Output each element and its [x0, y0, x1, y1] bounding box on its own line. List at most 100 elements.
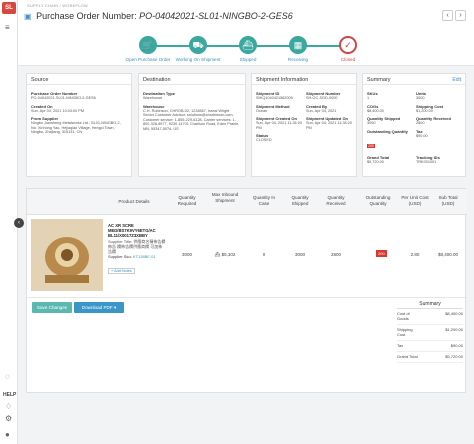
grand-total-label: Grand Total — [367, 154, 390, 160]
dest-type-label: Destination Type — [143, 91, 175, 96]
check-icon: ✓ — [339, 36, 357, 54]
help-label[interactable]: HELP — [3, 392, 17, 398]
qty-shipped-value: 3000 — [367, 121, 376, 125]
totals-summary: Summary Cost of Goods $8,400.00 Shipping … — [397, 299, 463, 363]
grand-total-value: $9,720.00 — [367, 159, 384, 164]
product-name: AC XR SCRE MED/BS7K9VY6ETG/AC BL11/X0017… — [108, 223, 156, 238]
line-items-table: Product Details Quantity Required Max In… — [26, 188, 467, 393]
warehouse-label: Warehouse — [143, 103, 165, 109]
totals-label: Grand Total — [397, 354, 418, 359]
shipment-method-label: Shipment Method — [256, 103, 290, 109]
supplier-sku-link[interactable]: KT138BF-01 — [132, 254, 156, 259]
cogs-label: COGs — [367, 103, 379, 109]
supplier-title: Supplier Title: 供應商名稱佈告欄佈告 欄佈告欄供應商欄 可加佈告… — [108, 239, 166, 254]
destination-card: Destination Destination Type Warehouse W… — [138, 73, 246, 177]
supplier-label: From Supplier — [31, 116, 59, 121]
next-record-button[interactable]: › — [455, 10, 466, 21]
prev-record-button[interactable]: ‹ — [442, 10, 453, 21]
totals-value: $9,720.00 — [445, 354, 463, 359]
app-logo[interactable]: SL — [2, 2, 16, 14]
step-receiving[interactable]: ▦ Receiving — [268, 36, 328, 62]
title-prefix: Purchase Order Number: — [36, 11, 137, 21]
cell-shipped: 3000 — [294, 252, 305, 257]
product-details: AC XR SCRE MED/BS7K9VY6ETG/AC BL11/X0017… — [108, 223, 166, 277]
shipment-card: Shipment Information Shipment ID SHIQ1040… — [251, 73, 357, 177]
qty-shipped-label: Quantity Shipped — [367, 116, 401, 121]
shipment-updated-label: Shipment Updated On — [306, 116, 348, 121]
shipment-method-value: Ocean — [256, 108, 268, 113]
shipment-id-label: Shipment ID — [256, 91, 280, 96]
totals-label: Cost of Goods — [397, 311, 410, 321]
edit-summary-link[interactable]: Edit — [452, 77, 461, 83]
shipment-number-label: Shipment Number — [306, 91, 341, 96]
shipment-updated-value: Sun, Apr 04, 2021 11:34:20 PM — [306, 121, 352, 130]
add-notes-button[interactable]: + Add Notes — [108, 268, 135, 274]
po-value: PO-04042021-SL01-NINGBO-2-GES6 — [31, 96, 96, 100]
product-image[interactable] — [31, 219, 103, 291]
status-stepper: 🛒 Open Purchase Order ⛟ Working On Shipm… — [118, 36, 378, 66]
totals-row: Tax $90.00 — [397, 341, 463, 352]
ship-icon: ⛴ — [239, 36, 257, 54]
totals-value: $90.00 — [450, 343, 463, 348]
totals-row: Grand Total $9,720.00 — [397, 352, 463, 363]
shipment-heading: Shipment Information — [252, 74, 356, 85]
step-open-po[interactable]: 🛒 Open Purchase Order — [118, 36, 178, 62]
col-unit-cost: Per Unit Cost (USD) — [401, 195, 429, 206]
step-shipped[interactable]: ⛴ Shipped — [218, 36, 278, 62]
cell-unit-cost: 2.80 — [410, 252, 420, 257]
box-icon: ▦ — [289, 36, 307, 54]
cell-max-inbound-value: $5,102 — [221, 252, 236, 257]
action-bar: Save Changes Download PDF ▾ — [27, 297, 467, 315]
settings-icon[interactable]: ⚙ — [5, 414, 13, 423]
col-subtotal: Sub Total (USD) — [438, 195, 458, 206]
user-icon[interactable]: ● — [5, 430, 10, 439]
shipment-number-value: SH-OC-SGD-0000 — [306, 96, 338, 100]
col-shipped: Quantity Shipped — [291, 195, 309, 206]
destination-heading: Destination — [139, 74, 245, 85]
step-closed[interactable]: ✓ Closed — [318, 36, 378, 62]
chat-icon[interactable]: ◌ — [5, 372, 10, 381]
po-number: PO-04042021-SL01-NINGBO-2-GES6 — [139, 11, 293, 21]
qty-received-label: Quantity Received — [416, 116, 451, 121]
menu-icon[interactable]: ≡ — [5, 23, 10, 32]
page-header: SUPPLY CHAIN / WORKFLOW ▣ Purchase Order… — [18, 0, 474, 66]
shipment-created-value: Sun, Apr 04, 2021 11:34:20 PM — [256, 121, 302, 130]
cogs-value: $8,400.00 — [367, 108, 384, 113]
totals-value: $8,400.00 — [445, 311, 463, 316]
outstanding-badge: 200 — [376, 250, 387, 257]
created-label: Created On — [31, 103, 53, 109]
step-working[interactable]: ⛟ Working On Shipment — [168, 36, 228, 62]
col-in-case: Quantity In Case — [252, 195, 276, 206]
shipping-cost-value: $1,200.00 — [416, 108, 433, 113]
product-photo — [31, 219, 103, 291]
step-label: Closed — [340, 57, 356, 62]
shipping-cost-label: Shipping Cost — [416, 103, 444, 109]
created-by-label: Created By — [306, 103, 328, 109]
summary-heading: Summary — [363, 74, 465, 85]
warehouse-value: C.H. Robinson, CHROB-02, 1234567, Isreal… — [143, 108, 240, 131]
cart-icon: 🛒 — [139, 36, 157, 54]
col-max-inbound: Max Inbound Shipment — [211, 192, 239, 203]
cell-required: 3000 — [181, 252, 192, 257]
tracking-label: Tracking IDs — [416, 154, 440, 160]
col-product: Product Details — [118, 199, 150, 204]
shipment-id-value: SHIQ1040421562005 — [256, 96, 293, 100]
page-title: ▣ Purchase Order Number: PO-04042021-SL0… — [24, 11, 293, 21]
totals-value: $1,200.00 — [445, 327, 463, 332]
cell-max-inbound: ⛴ $5,102 — [207, 252, 243, 258]
chevron-left-icon[interactable]: ‹ — [14, 218, 24, 228]
skus-value: 1 — [367, 96, 370, 100]
bell-icon[interactable]: ♢ — [5, 402, 13, 411]
cell-in-case: 0 — [262, 252, 266, 257]
step-label: Working On Shipment — [175, 57, 221, 62]
save-changes-button[interactable]: Save Changes — [32, 302, 72, 313]
step-label: Shipped — [239, 57, 257, 62]
tracking-value: TRK001001 — [416, 159, 437, 164]
totals-heading: Summary — [397, 299, 463, 309]
download-pdf-button[interactable]: Download PDF ▾ — [74, 302, 124, 313]
step-label: Open Purchase Order — [125, 57, 171, 62]
units-value: 3000 — [416, 96, 425, 100]
breadcrumb: SUPPLY CHAIN / WORKFLOW — [27, 3, 88, 8]
col-outstanding: Outstanding Quantity — [365, 195, 391, 206]
truck-icon: ⛟ — [189, 36, 207, 54]
